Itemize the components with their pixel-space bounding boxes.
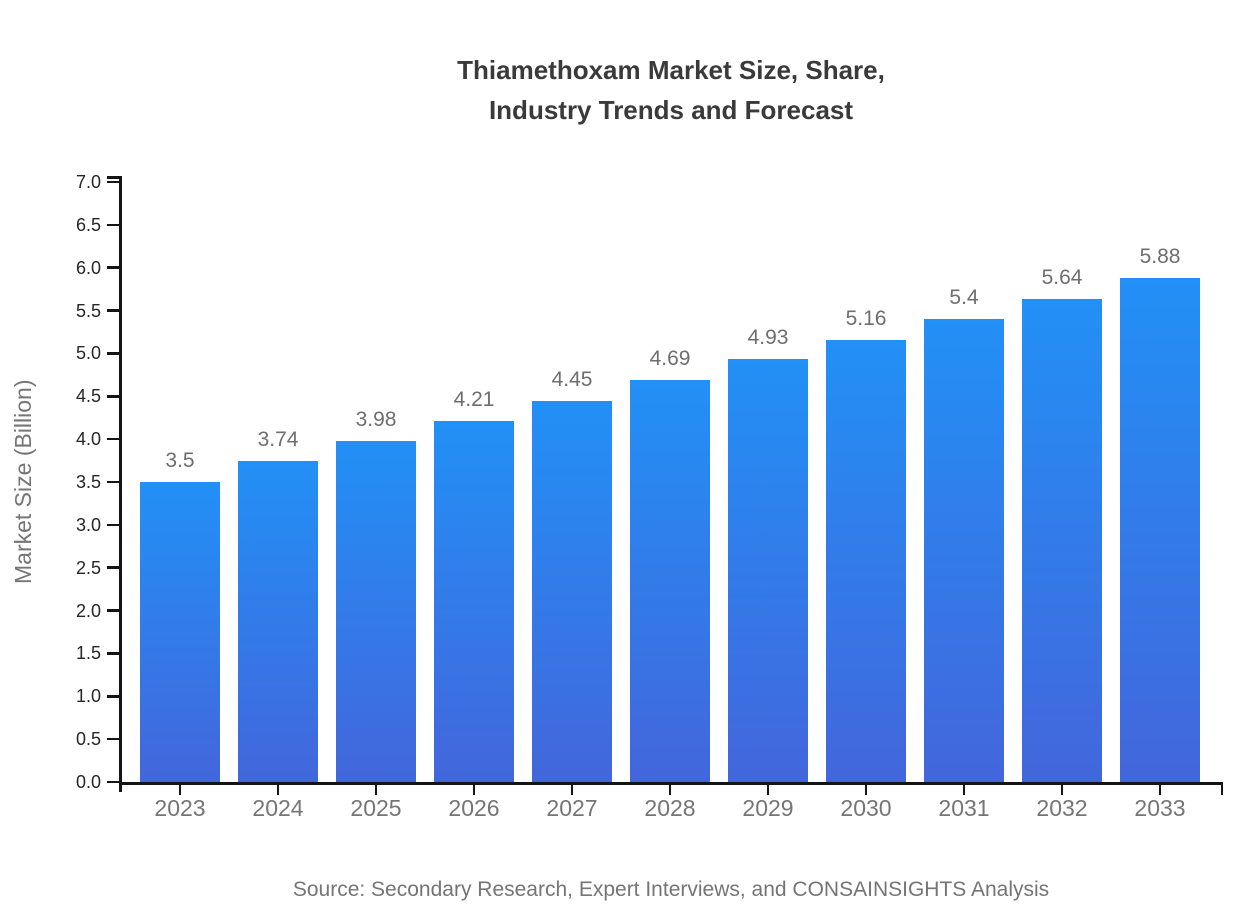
x-tick-label: 2026 (448, 795, 500, 821)
y-tick-mark (107, 180, 119, 184)
source-note: Source: Secondary Research, Expert Inter… (292, 878, 1050, 901)
chart-title-line2: Industry Trends and Forecast (488, 95, 854, 125)
x-tick-label: 2025 (350, 795, 402, 821)
y-tick-mark (107, 780, 119, 784)
y-tick-mark (107, 480, 119, 484)
x-axis-line (119, 782, 1223, 785)
y-tick-mark (107, 737, 119, 741)
x-tick-label: 2024 (252, 795, 304, 821)
x-tick-mark (570, 785, 574, 795)
x-tick-label: 2027 (546, 795, 598, 821)
y-tick-label: 2.5 (75, 557, 101, 578)
y-tick-label: 0.5 (75, 729, 101, 750)
bar-value-label: 5.64 (1041, 265, 1083, 289)
y-tick-label: 6.5 (75, 214, 101, 235)
y-tick-mark (107, 609, 119, 612)
y-tick-mark (107, 523, 119, 527)
bar-2031 (924, 319, 1004, 782)
bar-2024 (238, 461, 318, 782)
x-tick-mark (1060, 785, 1064, 795)
x-tick-label: 2030 (840, 795, 892, 821)
y-tick-mark (107, 652, 119, 655)
y-tick-label: 1.0 (75, 686, 101, 707)
y-tick-label: 4.5 (75, 386, 101, 407)
bar-value-label: 5.16 (845, 306, 887, 330)
chart-title: Thiamethoxam Market Size, Share, Industr… (119, 50, 1223, 130)
bar-2033 (1120, 278, 1200, 782)
bar-2030 (826, 339, 906, 782)
x-tick-label: 2031 (938, 795, 990, 821)
y-tick-label: 7.0 (75, 172, 101, 192)
bar-value-label: 5.4 (949, 286, 979, 310)
y-tick-mark (107, 566, 119, 569)
x-tick-label: 2032 (1036, 795, 1088, 821)
x-tick-label: 2029 (742, 795, 794, 821)
y-tick-mark (107, 309, 119, 312)
bar-value-label: 5.88 (1139, 245, 1181, 268)
x-tick-mark (668, 785, 672, 795)
bar-value-label: 4.93 (747, 326, 789, 350)
y-axis-line (119, 176, 122, 792)
y-tick-label: 1.5 (75, 643, 101, 664)
x-tick-mark (178, 785, 182, 795)
x-tick-mark (276, 785, 280, 795)
x-tick-label: 2028 (644, 795, 696, 821)
bar-value-label: 4.45 (551, 367, 593, 391)
y-tick-mark (107, 352, 119, 355)
bar-value-label: 4.69 (649, 347, 691, 370)
bar-2029 (728, 359, 808, 782)
x-tick-mark (374, 785, 378, 795)
y-tick-label: 3.5 (75, 472, 101, 492)
y-tick-label: 2.0 (75, 600, 101, 621)
x-tick-mark (472, 785, 476, 795)
y-tick-mark (107, 395, 119, 398)
y-tick-label: 6.0 (75, 257, 101, 278)
bar-2023 (140, 482, 220, 782)
bar-2032 (1022, 298, 1102, 782)
bar-2027 (532, 400, 612, 782)
x-tick-mark (766, 785, 770, 795)
x-tick-mark (962, 785, 966, 795)
x-tick-mark (864, 785, 868, 795)
y-tick-mark (107, 266, 119, 269)
chart-title-line1: Thiamethoxam Market Size, Share, (457, 55, 885, 85)
y-axis-end-tick (107, 176, 119, 179)
y-tick-mark (107, 223, 119, 227)
y-tick-label: 4.0 (75, 429, 101, 450)
y-tick-mark (107, 695, 119, 698)
x-tick-mark (1158, 785, 1162, 795)
y-tick-label: 5.0 (75, 343, 101, 364)
y-tick-label: 0.0 (75, 772, 101, 792)
bar-value-label: 3.98 (355, 407, 397, 431)
y-tick-label: 3.0 (75, 514, 101, 535)
y-tick-mark (107, 437, 119, 441)
bar-2026 (434, 421, 514, 782)
bar-2025 (336, 440, 416, 782)
y-tick-label: 5.5 (75, 300, 101, 321)
bar-value-label: 3.74 (257, 428, 299, 452)
x-axis-end-tick (1220, 785, 1223, 795)
bar-value-label: 4.21 (453, 388, 495, 412)
bar-value-label: 3.5 (165, 449, 195, 472)
bar-2028 (630, 380, 710, 782)
x-tick-label: 2033 (1134, 795, 1186, 821)
x-tick-label: 2023 (154, 795, 206, 821)
